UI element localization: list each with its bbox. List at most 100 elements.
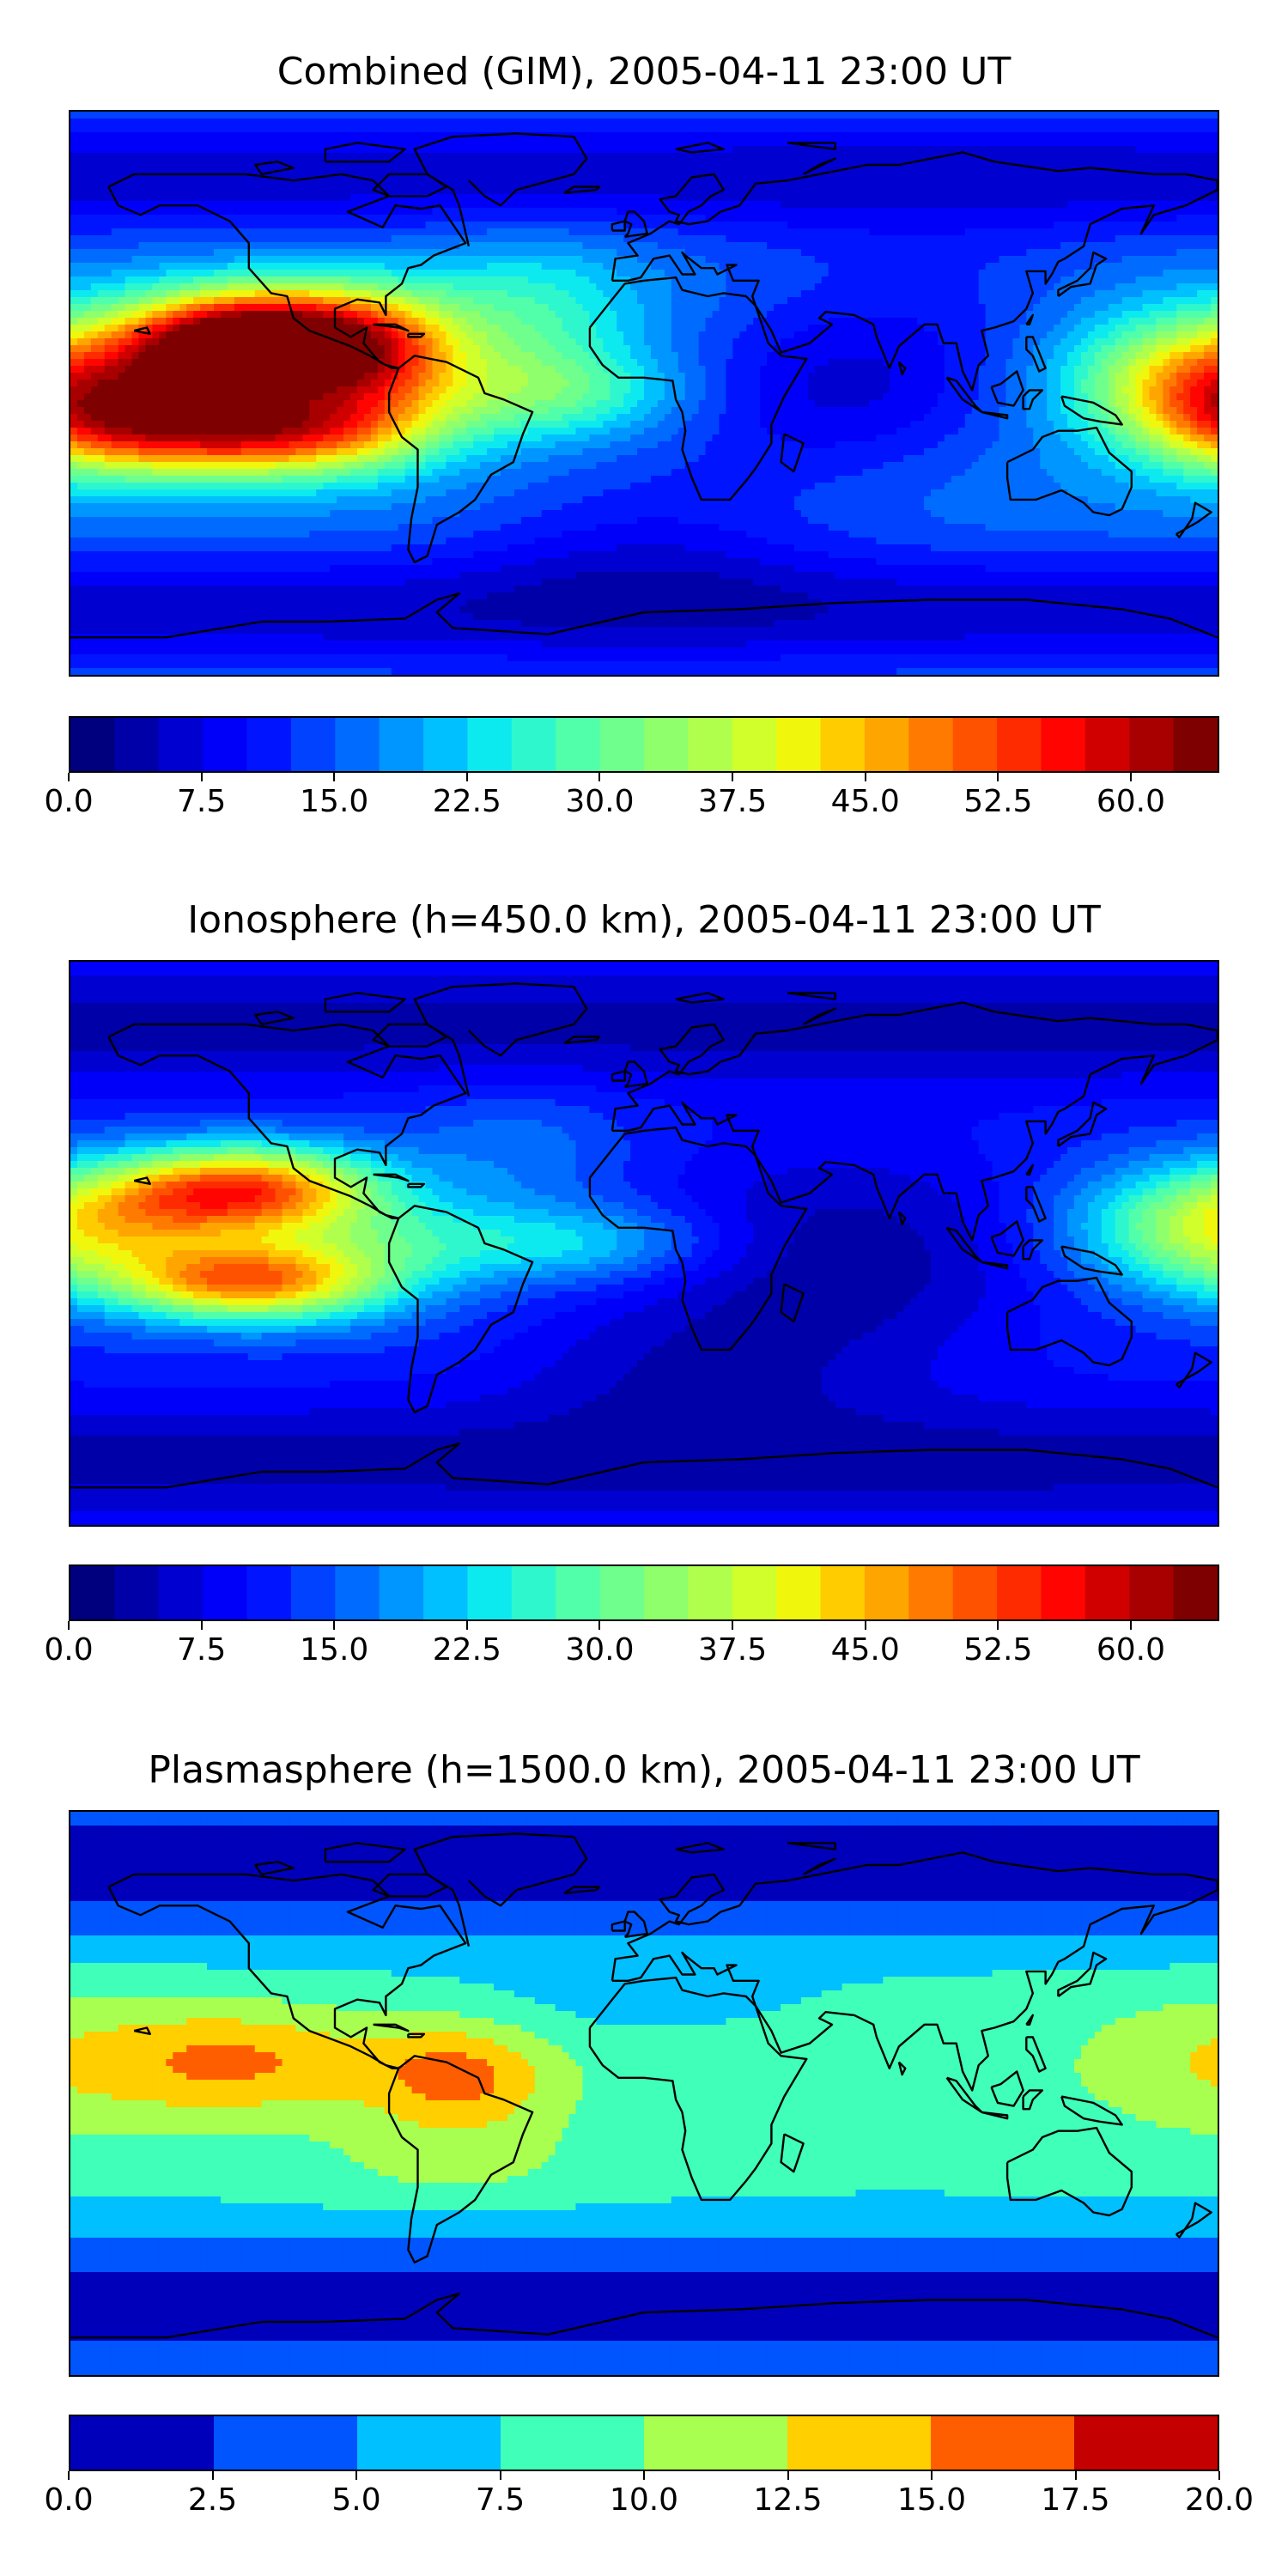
field-cell: [1204, 283, 1212, 291]
field-cell: [323, 249, 331, 257]
field-cell: [1033, 222, 1041, 229]
field-cell: [97, 167, 106, 174]
field-cell: [828, 222, 836, 229]
field-cell: [883, 201, 890, 209]
field-cell: [439, 283, 447, 291]
field-cell: [200, 263, 208, 270]
field-cell: [316, 235, 324, 243]
field-cell: [343, 215, 351, 222]
field-cell: [760, 139, 768, 147]
field-cell: [1087, 173, 1096, 181]
field-cell: [876, 208, 884, 216]
field-cell: [159, 208, 167, 216]
field-cell: [753, 242, 761, 250]
field-cell: [964, 215, 973, 222]
field-cell: [152, 222, 160, 229]
field-cell: [432, 180, 440, 188]
field-cell: [459, 208, 467, 216]
field-cell: [937, 146, 945, 154]
field-cell: [555, 256, 563, 264]
field-cell: [186, 173, 194, 181]
field-cell: [793, 270, 802, 277]
field-cell: [807, 208, 816, 216]
field-cell: [821, 187, 829, 195]
field-cell: [698, 125, 707, 133]
field-cell: [398, 249, 406, 257]
field-cell: [70, 276, 78, 284]
field-cell: [698, 270, 707, 277]
field-cell: [862, 304, 871, 312]
field-cell: [268, 276, 276, 284]
field-cell: [501, 153, 508, 161]
field-cell: [1067, 173, 1075, 181]
field-cell: [835, 270, 843, 277]
field-cell: [282, 153, 290, 161]
field-cell: [330, 276, 337, 284]
field-cell: [404, 194, 413, 202]
field-cell: [1080, 139, 1089, 147]
field-cell: [978, 132, 987, 140]
field-cell: [330, 194, 337, 202]
field-cell: [534, 311, 543, 319]
field-cell: [1190, 242, 1198, 250]
field-cell: [971, 118, 980, 126]
field-cell: [480, 194, 488, 202]
field-cell: [548, 153, 556, 161]
field-cell: [944, 283, 952, 291]
field-cell: [1121, 290, 1130, 298]
field-cell: [630, 118, 638, 126]
field-cell: [152, 160, 160, 167]
field-cell: [275, 256, 283, 264]
field-cell: [821, 173, 829, 181]
field-cell: [261, 256, 270, 264]
field-cell: [739, 263, 747, 270]
field-cell: [377, 112, 386, 119]
field-cell: [343, 311, 351, 319]
field-cell: [159, 290, 167, 298]
field-cell: [418, 132, 427, 140]
field-cell: [1156, 118, 1163, 126]
field-cell: [520, 242, 529, 250]
field-cell: [931, 235, 939, 243]
field-cell: [220, 160, 228, 167]
field-cell: [575, 132, 584, 140]
field-cell: [131, 304, 140, 312]
field-cell: [630, 270, 638, 277]
field-cell: [582, 118, 590, 126]
field-cell: [1197, 228, 1205, 236]
field-cell: [568, 270, 577, 277]
field-cell: [411, 180, 420, 188]
field-cell: [1033, 173, 1041, 181]
field-cell: [617, 125, 624, 133]
field-cell: [883, 125, 890, 133]
field-cell: [391, 187, 399, 195]
field-cell: [623, 290, 631, 298]
field-cell: [644, 125, 652, 133]
field-cell: [562, 304, 570, 312]
field-cell: [404, 112, 413, 119]
field-cell: [179, 228, 187, 236]
field-cell: [118, 146, 126, 154]
field-cell: [501, 167, 508, 174]
field-cell: [152, 125, 160, 133]
field-cell: [698, 263, 707, 270]
field-cell: [644, 270, 652, 277]
field-cell: [473, 249, 481, 257]
field-cell: [227, 311, 235, 319]
field-cell: [404, 180, 413, 188]
field-cell: [179, 112, 187, 119]
field-cell: [596, 215, 604, 222]
field-cell: [261, 125, 270, 133]
field-cell: [541, 153, 550, 161]
field-cell: [377, 146, 386, 154]
field-cell: [282, 228, 290, 236]
field-cell: [138, 194, 147, 202]
field-cell: [337, 160, 344, 167]
field-cell: [684, 283, 693, 291]
field-cell: [527, 222, 536, 229]
field-cell: [1176, 125, 1184, 133]
field-cell: [781, 187, 788, 195]
field-cell: [1094, 256, 1103, 264]
field-cell: [1135, 118, 1144, 126]
field-cell: [1094, 180, 1103, 188]
